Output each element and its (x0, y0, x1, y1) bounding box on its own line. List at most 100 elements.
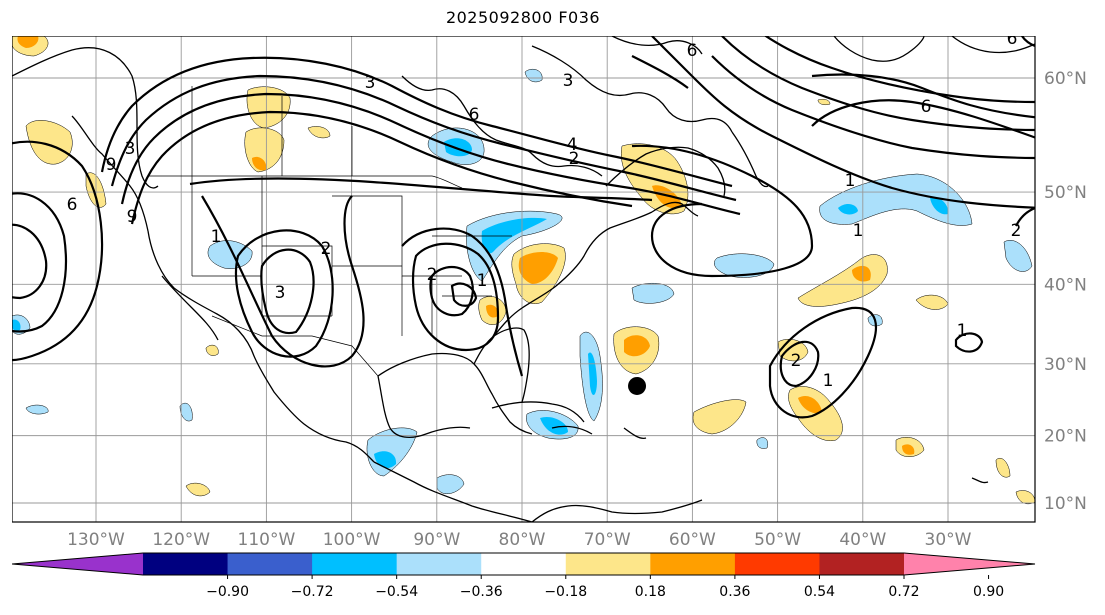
contour-label: 9 (106, 155, 117, 175)
coastlines (12, 36, 1035, 522)
anomaly-area (25, 120, 73, 165)
anomaly-area (486, 304, 499, 318)
map-frame (12, 36, 1036, 523)
anomaly-area (374, 451, 397, 469)
anomaly-area (588, 352, 597, 396)
longitude-tick-label: 60°W (669, 530, 716, 550)
anomaly-area (624, 335, 650, 357)
longitude-tick-label: 110°W (238, 530, 296, 550)
contour-label: 6 (921, 97, 932, 117)
anomaly-area (995, 458, 1011, 478)
colorbar-tick-label: −0.18 (544, 584, 587, 600)
anomaly-area (252, 156, 267, 171)
colorbar-bin (227, 553, 313, 575)
colorbar-bin (819, 553, 905, 575)
anomaly-area (817, 98, 831, 106)
contour-label: 6 (1007, 36, 1018, 49)
anomaly-area (481, 217, 547, 254)
colorbar: −0.90 −0.72 −0.54 −0.36 −0.18 0.18 0.36 0.54 0.7… (12, 552, 1036, 600)
colorbar-tick-label: 0.90 (973, 584, 1004, 600)
contour-label: 6 (469, 105, 480, 125)
anomaly-area (838, 204, 858, 215)
anomaly-area (930, 197, 949, 215)
colorbar-tick-label: 0.18 (635, 584, 666, 600)
anomaly-area (819, 173, 973, 226)
contour-label: 1 (823, 371, 834, 391)
anomaly-area (756, 437, 768, 449)
colorbar-tick-label: 0.72 (888, 584, 919, 600)
contour-label: 1 (957, 321, 968, 341)
contour-label: 3 (275, 283, 286, 303)
colorbar-bin (650, 553, 736, 575)
latitude-axis: 60°N 50°N 40°N 30°N 20°N 10°N (1044, 69, 1087, 514)
contour-label: 2 (1011, 221, 1022, 241)
anomaly-area (1015, 490, 1035, 505)
anomaly-area (714, 253, 775, 278)
anomaly-area (25, 404, 49, 415)
longitude-tick-label: 30°W (925, 530, 972, 550)
anomaly-area (17, 36, 39, 48)
anomaly-area (436, 474, 465, 495)
colorbar-bin (396, 553, 482, 575)
colorbar-extend-high (904, 553, 1035, 575)
longitude-tick-label: 120°W (152, 530, 210, 550)
contour-label: 1 (853, 221, 864, 241)
anomaly-area (1003, 240, 1033, 272)
longitude-tick-label: 130°W (67, 530, 125, 550)
map-title: 2025092800 F036 (445, 8, 601, 27)
colorbar-bin (143, 553, 229, 575)
longitude-tick-label: 100°W (323, 530, 381, 550)
anomaly-area (852, 265, 871, 282)
contour-label: 1 (845, 171, 856, 191)
latitude-tick-label: 40°N (1044, 275, 1087, 295)
storm-center-marker (628, 376, 647, 395)
colorbar-extend-low (12, 553, 143, 575)
contour-label: 2 (321, 239, 332, 259)
colorbar-bin (312, 553, 398, 575)
longitude-axis: 130°W 120°W 110°W 100°W 90°W 80°W 70°W 60°W 50°W… (67, 530, 972, 550)
colorbar-tick-label: −0.72 (291, 584, 334, 600)
longitude-tick-label: 50°W (754, 530, 801, 550)
longitude-tick-label: 70°W (584, 530, 631, 550)
contour-label: 3 (563, 71, 574, 91)
longitude-tick-label: 40°W (839, 530, 886, 550)
contour-label: 2 (427, 265, 438, 285)
colorbar-tick-label: −0.90 (206, 584, 249, 600)
anomaly-area (246, 86, 291, 129)
latitude-tick-label: 20°N (1044, 427, 1087, 447)
longitude-tick-label: 80°W (499, 530, 546, 550)
colorbar-tick-label: 0.36 (719, 584, 750, 600)
latitude-tick-label: 10°N (1044, 494, 1087, 514)
colorbar-tick-label: −0.36 (460, 584, 503, 600)
anomaly-area (12, 319, 21, 331)
contour-label: 3 (125, 139, 136, 159)
contour-label: 1 (477, 271, 488, 291)
anomaly-area (540, 416, 568, 435)
contour-label: 2 (791, 351, 802, 371)
anomaly-area (518, 252, 558, 284)
latitude-tick-label: 50°N (1044, 183, 1087, 203)
height-contours (12, 36, 1035, 419)
anomaly-area (902, 444, 915, 455)
colorbar-bin (734, 553, 820, 575)
contour-label: 4 (567, 135, 578, 155)
latitude-tick-label: 60°N (1044, 69, 1087, 89)
colorbar-outline (12, 552, 1036, 576)
contour-label: 1 (211, 227, 222, 247)
contour-label: 6 (687, 41, 698, 61)
anomaly-area (307, 126, 331, 139)
colorbar-tick-label: −0.54 (375, 584, 418, 600)
anomaly-area (207, 240, 253, 269)
anomaly-area (524, 69, 543, 83)
colorbar-tick-label: 0.54 (804, 584, 835, 600)
anomaly-area (798, 395, 822, 414)
anomaly-area (692, 399, 747, 435)
contour-label: 3 (365, 73, 376, 93)
anomaly-area (185, 482, 211, 497)
longitude-tick-label: 90°W (413, 530, 460, 550)
contour-label: 9 (127, 207, 138, 227)
anomaly-area (205, 344, 219, 356)
